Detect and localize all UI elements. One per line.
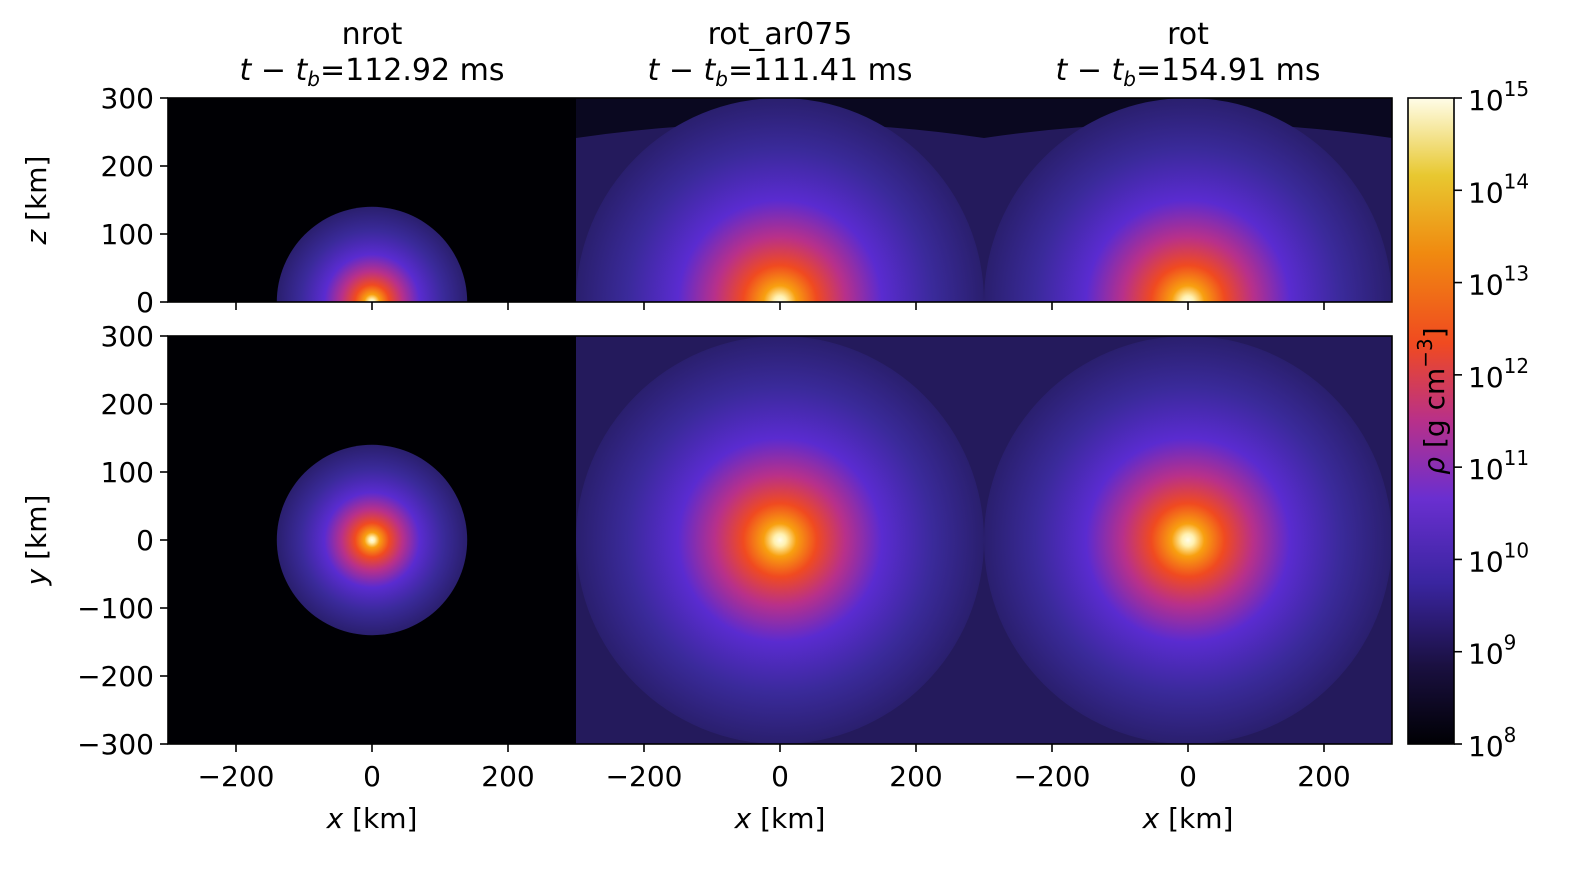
xtick-label: −200 bbox=[198, 760, 275, 793]
colorbar-tick-label: 1011 bbox=[1468, 446, 1529, 486]
density-core bbox=[984, 98, 1392, 302]
xlabel-2: x [km] bbox=[734, 802, 826, 835]
panel-title-2: rot_ar075 bbox=[708, 17, 853, 52]
density-core bbox=[276, 206, 468, 302]
ytick-label: −300 bbox=[77, 728, 154, 761]
xtick-label: −200 bbox=[606, 760, 683, 793]
panel-time-1: t − tb=112.92 ms bbox=[240, 53, 505, 91]
ytick-label: 300 bbox=[101, 320, 154, 353]
xtick-label: 200 bbox=[481, 760, 534, 793]
ytick-label: 300 bbox=[101, 82, 154, 115]
xtick-label: 0 bbox=[1179, 760, 1197, 793]
panel-time-3: t − tb=154.91 ms bbox=[1056, 53, 1321, 91]
density-core bbox=[276, 444, 468, 636]
ytick-label: 0 bbox=[136, 524, 154, 557]
xtick-label: 200 bbox=[889, 760, 942, 793]
xlabel-1: x [km] bbox=[326, 802, 418, 835]
panel-rot-xz bbox=[984, 98, 1392, 302]
ylabel-xy: y [km] bbox=[20, 495, 53, 587]
ytick-label: 100 bbox=[101, 218, 154, 251]
colorbar-tick-label: 109 bbox=[1468, 631, 1516, 671]
colorbar-tick-label: 1010 bbox=[1468, 538, 1529, 578]
ytick-label: 0 bbox=[136, 286, 154, 319]
panel-nrot-xz bbox=[168, 98, 576, 302]
ytick-label: 200 bbox=[101, 150, 154, 183]
panel-title-1: nrot bbox=[342, 17, 403, 52]
xtick-label: 200 bbox=[1297, 760, 1350, 793]
colorbar-gradient bbox=[1407, 97, 1455, 745]
colorbar-label: ρ [g cm−3] bbox=[1413, 327, 1451, 474]
colorbar-tick-label: 1015 bbox=[1468, 77, 1529, 117]
ytick-label: 200 bbox=[101, 388, 154, 421]
ytick-label: −200 bbox=[77, 660, 154, 693]
xlabel-3: x [km] bbox=[1142, 802, 1234, 835]
panel-rot_ar075-xy bbox=[576, 336, 984, 744]
panels-layer bbox=[168, 98, 1392, 744]
ytick-label: 100 bbox=[101, 456, 154, 489]
ylabel-xz: z [km] bbox=[20, 156, 53, 246]
colorbar-tick-label: 1013 bbox=[1468, 262, 1529, 302]
colorbar-tick-label: 108 bbox=[1468, 723, 1516, 763]
xtick-label: 0 bbox=[363, 760, 381, 793]
panel-title-3: rot bbox=[1167, 17, 1209, 52]
density-core bbox=[576, 98, 984, 302]
colorbar-tick-label: 1012 bbox=[1468, 354, 1529, 394]
density-core bbox=[576, 336, 984, 744]
colorbar-tick-label: 1014 bbox=[1468, 169, 1529, 209]
panel-nrot-xy bbox=[168, 336, 576, 744]
colorbar: 1015 1014 1013 1012 1011 1010 109 108 ρ [g cm−3] bbox=[1407, 77, 1529, 763]
panel-rot-xy bbox=[984, 336, 1392, 744]
panel-rot_ar075-xz bbox=[576, 98, 984, 302]
xtick-label: 0 bbox=[771, 760, 789, 793]
panel-time-2: t − tb=111.41 ms bbox=[648, 53, 913, 91]
density-core bbox=[984, 336, 1392, 744]
xtick-label: −200 bbox=[1014, 760, 1091, 793]
ytick-label: −100 bbox=[77, 592, 154, 625]
